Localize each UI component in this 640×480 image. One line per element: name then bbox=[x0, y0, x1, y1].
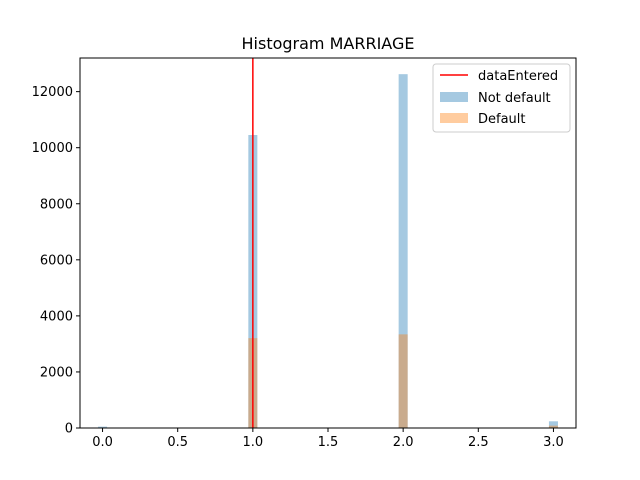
legend-label-data-entered: dataEntered bbox=[478, 69, 558, 84]
bar-not-default-0 bbox=[98, 426, 108, 428]
y-tick-label: 8000 bbox=[40, 197, 73, 212]
bar-not-default-3 bbox=[548, 421, 558, 428]
y-tick-label: 12000 bbox=[32, 85, 73, 100]
y-tick-label: 10000 bbox=[32, 141, 73, 156]
y-tick-label: 2000 bbox=[40, 365, 73, 380]
y-tick-label: 6000 bbox=[40, 253, 73, 268]
y-tick-label: 4000 bbox=[40, 309, 73, 324]
x-tick-label: 3.0 bbox=[543, 435, 564, 450]
x-axis: 0.0 0.5 1.0 1.5 2.0 2.5 3.0 bbox=[92, 428, 564, 450]
x-tick-label: 0.5 bbox=[167, 435, 188, 450]
legend-box bbox=[432, 63, 571, 133]
y-tick-label: 0 bbox=[65, 422, 73, 437]
y-axis: 0 2000 4000 6000 8000 10000 12000 bbox=[32, 85, 80, 437]
chart-title: Histogram MARRIAGE bbox=[242, 34, 415, 53]
legend-swatch-default bbox=[440, 113, 468, 123]
x-tick-label: 2.5 bbox=[468, 435, 489, 450]
legend-swatch-not-default bbox=[440, 92, 468, 102]
x-tick-label: 1.0 bbox=[243, 435, 264, 450]
x-tick-label: 2.0 bbox=[393, 435, 414, 450]
x-tick-label: 0.0 bbox=[92, 435, 113, 450]
bar-default-2 bbox=[398, 334, 408, 428]
bar-default-3 bbox=[548, 425, 558, 428]
bar-not-default-2 bbox=[398, 74, 408, 428]
legend: dataEntered Not default Default bbox=[432, 63, 571, 133]
legend-label-not-default: Not default bbox=[478, 91, 551, 106]
legend-label-default: Default bbox=[478, 112, 526, 127]
x-tick-label: 1.5 bbox=[318, 435, 339, 450]
